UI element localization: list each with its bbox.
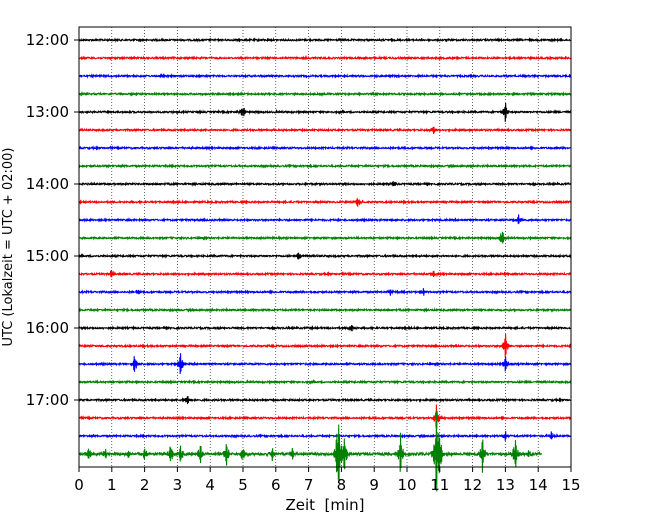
- trace-1730: [78, 431, 572, 441]
- x-tick-label: 12: [463, 476, 482, 494]
- trace-1500: [78, 252, 572, 260]
- x-tick-label: 3: [173, 476, 183, 494]
- x-tick-label: 8: [337, 476, 347, 494]
- trace-1615: [78, 334, 572, 358]
- trace-1415: [78, 198, 572, 207]
- x-tick-label: 2: [140, 476, 150, 494]
- trace-1330: [78, 145, 572, 151]
- x-ticks: 0 1 2 3 4 5 6 7 8 9 10 11 12 13 14 15: [74, 467, 581, 494]
- y-tick-label: 14:00: [26, 175, 69, 193]
- trace-1545: [78, 307, 572, 313]
- grid-lines: [111, 27, 539, 467]
- x-tick-label: 5: [238, 476, 248, 494]
- y-tick-label: 16:00: [26, 319, 69, 337]
- x-tick-label: 13: [496, 476, 515, 494]
- x-tick-label: 7: [304, 476, 314, 494]
- x-tick-label: 10: [397, 476, 416, 494]
- trace-1345: [78, 163, 572, 169]
- trace-1645: [78, 379, 572, 385]
- trace-1445: [78, 231, 572, 244]
- trace-1430: [78, 214, 572, 225]
- trace-1600: [78, 324, 572, 332]
- trace-1630: [78, 353, 572, 374]
- trace-1300: [78, 102, 572, 122]
- trace-1215: [78, 55, 572, 61]
- plot-frame: [78, 26, 572, 468]
- trace-1245: [78, 91, 572, 97]
- x-tick-label: 14: [529, 476, 548, 494]
- trace-1515: [78, 269, 572, 278]
- y-tick-label: 13:00: [26, 103, 69, 121]
- y-tick-label: 15:00: [26, 247, 69, 265]
- trace-1200: [78, 37, 572, 43]
- x-tick-label: 6: [271, 476, 281, 494]
- trace-1230: [78, 73, 572, 79]
- trace-1315: [78, 126, 572, 135]
- trace-1400: [78, 181, 572, 187]
- trace-1745: [78, 410, 542, 492]
- y-ticks: 12:00 13:00 14:00 15:00 16:00 17:00: [26, 31, 79, 409]
- x-tick-label: 9: [369, 476, 379, 494]
- y-tick-label: 17:00: [26, 391, 69, 409]
- x-tick-label: 11: [430, 476, 449, 494]
- x-tick-label: 4: [205, 476, 215, 494]
- x-tick-label: 15: [561, 476, 580, 494]
- y-tick-label: 12:00: [26, 31, 69, 49]
- trace-1715: [78, 404, 572, 430]
- x-tick-label: 1: [107, 476, 117, 494]
- trace-1700: [78, 396, 572, 405]
- seismic-traces: [78, 37, 572, 492]
- trace-1530: [78, 288, 572, 296]
- x-axis-label: Zeit [min]: [285, 496, 364, 514]
- y-axis-label: UTC (Lokalzeit = UTC + 02:00): [1, 148, 16, 347]
- x-tick-label: 0: [74, 476, 84, 494]
